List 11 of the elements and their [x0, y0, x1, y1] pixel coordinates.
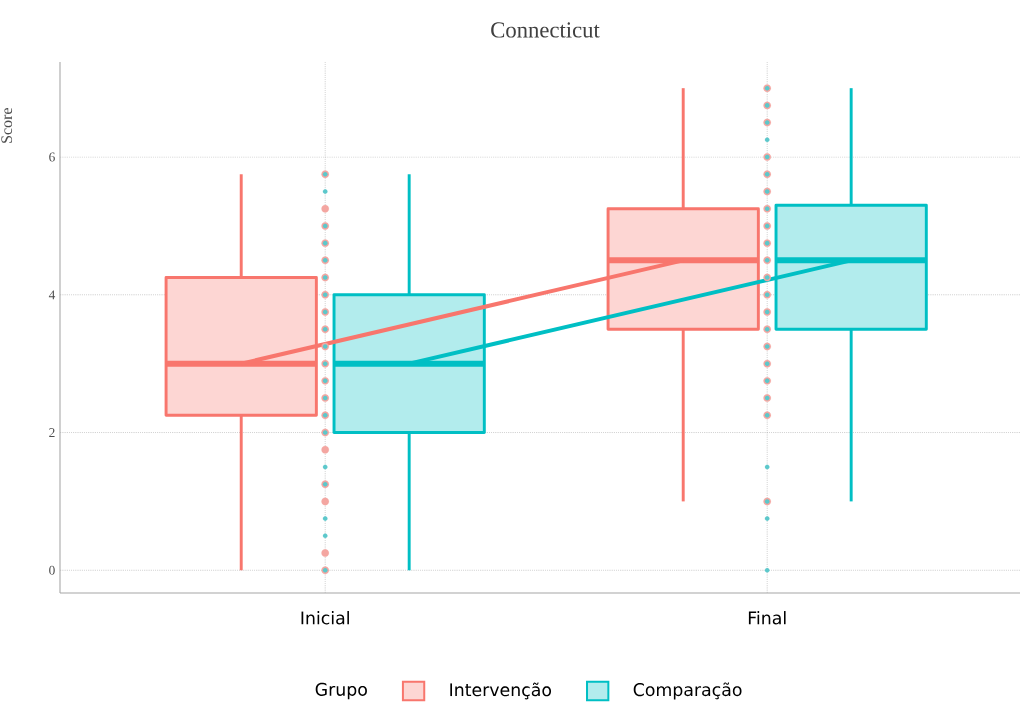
legend-label: Comparação: [633, 682, 742, 700]
chart-title: Connecticut: [491, 22, 600, 38]
x-tick-label: Final: [748, 611, 786, 625]
legend-title: Grupo: [315, 682, 367, 700]
y-tick-label: 6: [49, 152, 55, 162]
legend-label: Intervenção: [450, 682, 552, 700]
y-tick-label: 2: [49, 428, 55, 437]
y-tick-label: 4: [48, 290, 56, 300]
y-tick-label: 0: [49, 565, 55, 575]
x-tick-label: Inicial: [301, 611, 349, 625]
y-axis-title: Score: [1, 108, 13, 143]
